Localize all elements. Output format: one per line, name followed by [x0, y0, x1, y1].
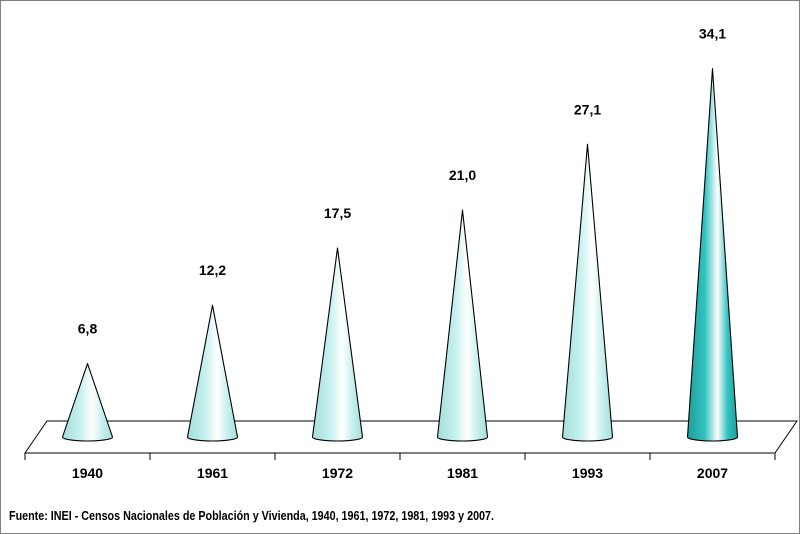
- cone-bar-1972: [311, 247, 364, 442]
- value-label-1940: 6,8: [78, 321, 98, 337]
- value-label-1993: 27,1: [574, 101, 601, 117]
- cone-bar-2007: [686, 68, 739, 442]
- chart-floor: [24, 420, 798, 454]
- value-label-2007: 34,1: [699, 26, 726, 42]
- category-label-1940: 1940: [72, 465, 103, 481]
- cone-bar-1961: [186, 304, 239, 442]
- value-label-1961: 12,2: [199, 262, 226, 278]
- source-note: Fuente: INEI - Censos Nacionales de Pobl…: [9, 509, 494, 523]
- category-label-1972: 1972: [322, 465, 353, 481]
- category-label-2007: 2007: [697, 465, 728, 481]
- category-label-1961: 1961: [197, 465, 228, 481]
- cone-bar-1993: [561, 143, 614, 442]
- cone-bar-1940: [61, 363, 114, 442]
- value-label-1972: 17,5: [324, 205, 351, 221]
- value-label-1981: 21,0: [449, 167, 476, 183]
- category-label-1993: 1993: [572, 465, 603, 481]
- category-label-1981: 1981: [447, 465, 478, 481]
- cone-bar-1981: [436, 209, 489, 442]
